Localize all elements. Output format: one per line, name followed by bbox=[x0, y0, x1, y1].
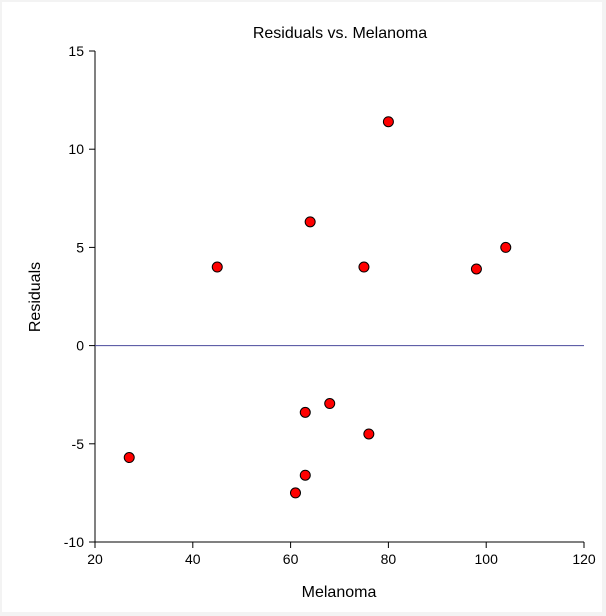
data-point bbox=[500, 241, 512, 253]
data-point bbox=[299, 406, 311, 418]
data-points bbox=[123, 116, 512, 499]
y-axis-title: Residuals bbox=[27, 262, 44, 332]
data-point bbox=[358, 261, 370, 273]
data-point bbox=[299, 469, 311, 481]
data-point bbox=[324, 398, 336, 410]
x-tick-label: 20 bbox=[87, 551, 103, 567]
data-point bbox=[289, 487, 301, 499]
x-tick-label: 40 bbox=[185, 551, 201, 567]
chart-title: Residuals vs. Melanoma bbox=[253, 25, 427, 42]
data-point bbox=[304, 216, 316, 228]
y-tick-label: 5 bbox=[76, 239, 84, 255]
data-point bbox=[470, 263, 482, 275]
data-point bbox=[382, 116, 394, 128]
y-tick-label: 15 bbox=[68, 43, 84, 59]
x-tick-label: 100 bbox=[475, 551, 499, 567]
data-point bbox=[123, 452, 135, 464]
x-tick-label: 80 bbox=[381, 551, 397, 567]
x-axis-title: Melanoma bbox=[302, 584, 377, 601]
y-tick-label: -5 bbox=[72, 436, 85, 452]
y-tick-label: 0 bbox=[76, 338, 84, 354]
y-tick-label: 10 bbox=[68, 141, 84, 157]
y-tick-label: -10 bbox=[64, 534, 84, 550]
x-tick-label: 60 bbox=[283, 551, 299, 567]
x-tick-label: 120 bbox=[572, 551, 596, 567]
data-point bbox=[211, 261, 223, 273]
data-point bbox=[363, 428, 375, 440]
plot-axes: -10 -5 0 5 10 15 20 40 60 80 100 120 bbox=[64, 43, 596, 567]
